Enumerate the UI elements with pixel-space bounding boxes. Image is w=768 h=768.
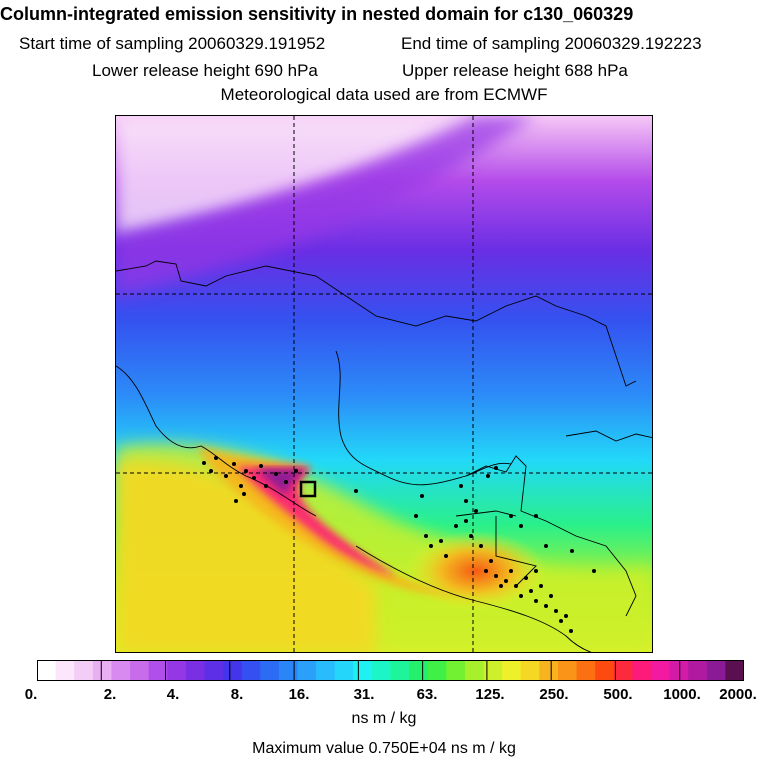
colorbar-swatch <box>669 660 689 681</box>
colorbar-swatch <box>204 660 224 681</box>
colorbar-border <box>37 660 744 681</box>
colorbar-tick-label: 500. <box>603 686 633 703</box>
colorbar-swatch <box>334 660 354 681</box>
lat-lon-grid <box>116 116 652 652</box>
colorbar-tick-label: 8. <box>230 686 244 703</box>
colorbar-swatch <box>502 660 522 681</box>
colorbar-tick-label: 31. <box>353 686 375 703</box>
central-america-plume <box>406 531 546 611</box>
colorbar-swatch <box>55 660 75 681</box>
colorbar-swatch <box>371 660 391 681</box>
colorbar-swatch <box>223 660 243 681</box>
colorbar-swatch <box>613 660 633 681</box>
colorbar-swatch <box>185 660 205 681</box>
start-time-label: Start time of sampling 20060329.191952 <box>19 34 326 53</box>
colorbar-swatch <box>427 660 447 681</box>
colorbar-swatch <box>725 660 744 681</box>
colorbar-tick-label: 125. <box>475 686 505 703</box>
colorbar-tick-label: 1000. <box>663 686 701 703</box>
receptor-box-icon <box>299 480 317 498</box>
sensitivity-map <box>115 115 653 653</box>
colorbar <box>37 660 744 681</box>
colorbar-swatch <box>539 660 559 681</box>
colorbar-swatch <box>353 660 373 681</box>
colorbar-swatch <box>446 660 466 681</box>
colorbar-tick-label: 4. <box>166 686 180 703</box>
colorbar-tick-label: 0. <box>24 686 38 703</box>
magenta-plume <box>236 466 396 576</box>
colorbar-swatch <box>483 660 503 681</box>
colorbar-swatch <box>409 660 429 681</box>
colorbar-tick-label: 2000. <box>719 686 757 703</box>
colorbar-units: ns m / kg <box>351 710 417 727</box>
colorbar-swatch <box>595 660 615 681</box>
met-data-label: Meteorological data used are from ECMWF <box>220 85 548 104</box>
colorbar-tick-label: 250. <box>539 686 569 703</box>
map-title: Column-integrated emission sensitivity i… <box>0 4 634 24</box>
colorbar-swatch <box>92 660 112 681</box>
max-sensitivity-core <box>256 468 308 496</box>
colorbar-tick-label: 16. <box>288 686 310 703</box>
colorbar-swatch <box>278 660 298 681</box>
colorbar-swatch <box>241 660 261 681</box>
colorbar-swatch <box>688 660 708 681</box>
colorbar-swatch <box>706 660 726 681</box>
colorbar-swatch <box>130 660 150 681</box>
colorbar-swatch <box>464 660 485 681</box>
colorbar-swatch <box>390 660 410 681</box>
colorbar-swatch <box>111 660 131 681</box>
colorbar-swatch <box>316 660 336 681</box>
colorbar-swatch <box>632 660 652 681</box>
colorbar-tick-label: 2. <box>103 686 117 703</box>
colorbar-tick-label: 63. <box>416 686 438 703</box>
upper-release-height-label: Upper release height 688 hPa <box>402 61 628 80</box>
max-value-label: Maximum value 0.750E+04 ns m / kg <box>252 740 516 757</box>
colorbar-swatch <box>650 660 671 681</box>
colorbar-swatch <box>297 660 317 681</box>
colorbar-swatch <box>37 660 57 681</box>
colorbar-swatch <box>576 660 596 681</box>
purple-band <box>116 116 536 296</box>
colorbar-swatch <box>260 660 280 681</box>
end-time-label: End time of sampling 20060329.192223 <box>401 34 702 53</box>
colorbar-swatch <box>520 660 540 681</box>
yellow-region <box>116 460 376 652</box>
lower-release-height-label: Lower release height 690 hPa <box>92 61 318 80</box>
colorbar-swatch <box>148 660 168 681</box>
colorbar-swatch <box>167 660 187 681</box>
low-sensitivity-region <box>116 116 476 236</box>
release-points <box>202 456 596 633</box>
colorbar-swatch <box>557 660 578 681</box>
map-canvas <box>116 116 652 652</box>
colorbar-swatch <box>74 660 94 681</box>
